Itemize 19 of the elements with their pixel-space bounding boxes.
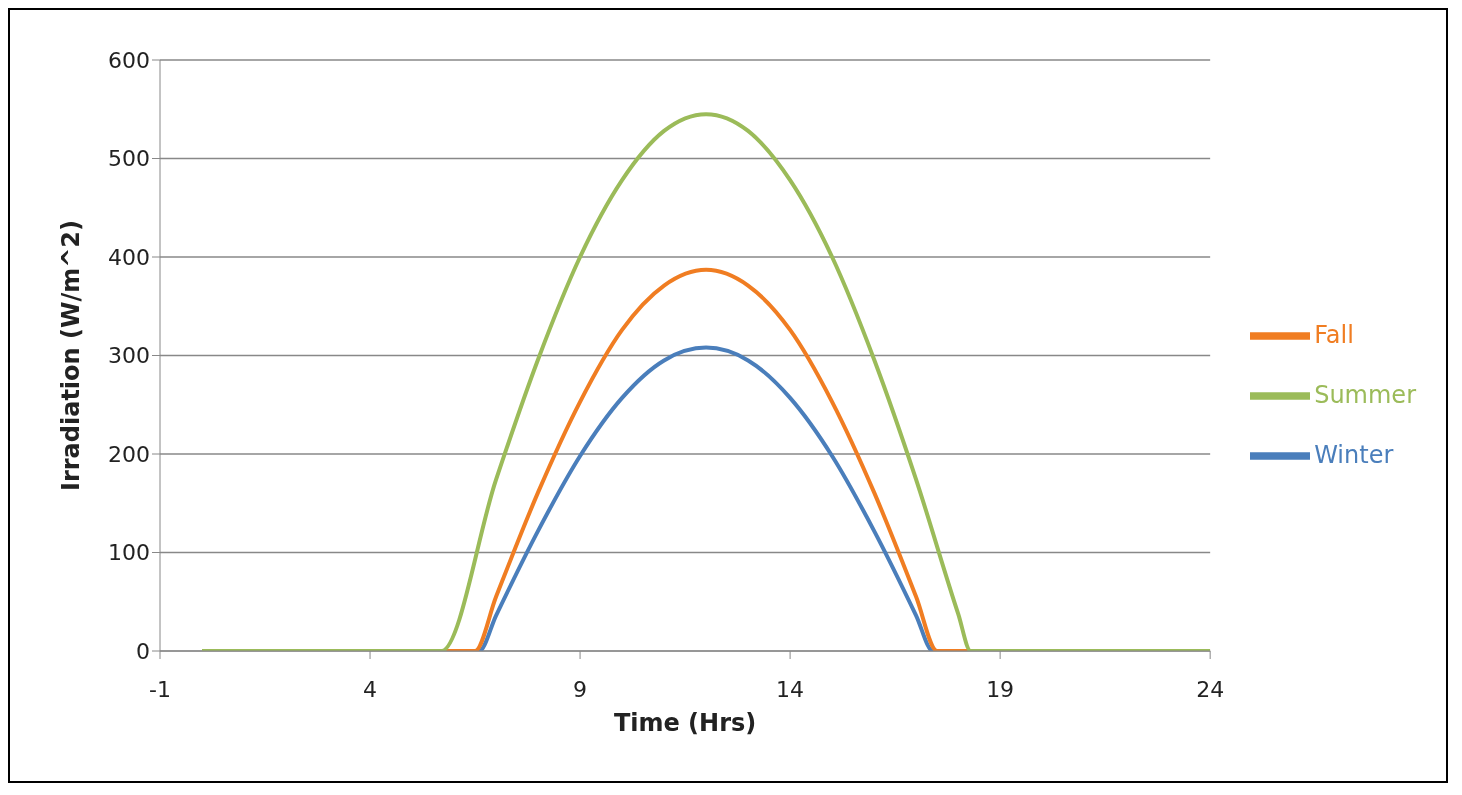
legend-label: Summer: [1314, 380, 1416, 409]
y-tick-label: 500: [108, 146, 150, 172]
y-tick-label: 600: [108, 47, 150, 73]
legend-label: Winter: [1314, 440, 1394, 469]
y-tick-label: 100: [108, 540, 150, 566]
y-tick-label: 300: [108, 343, 150, 369]
x-tick-label: 24: [1196, 676, 1225, 702]
y-axis-title: Irradiation (W/m^2): [56, 219, 85, 492]
line-series: [200, 112, 1211, 651]
y-tick-label: 400: [108, 244, 150, 270]
legend-label: Fall: [1314, 320, 1354, 349]
x-axis-title: Time (Hrs): [613, 709, 757, 737]
y-tick-label: 0: [136, 638, 150, 664]
x-tick-label: -1: [149, 676, 171, 702]
x-tick-label: 9: [573, 676, 588, 702]
x-tick-label: 19: [986, 676, 1015, 702]
x-tick-label: 4: [363, 676, 378, 702]
y-tick-label: 200: [108, 441, 150, 467]
x-tick-label: 14: [776, 676, 805, 702]
